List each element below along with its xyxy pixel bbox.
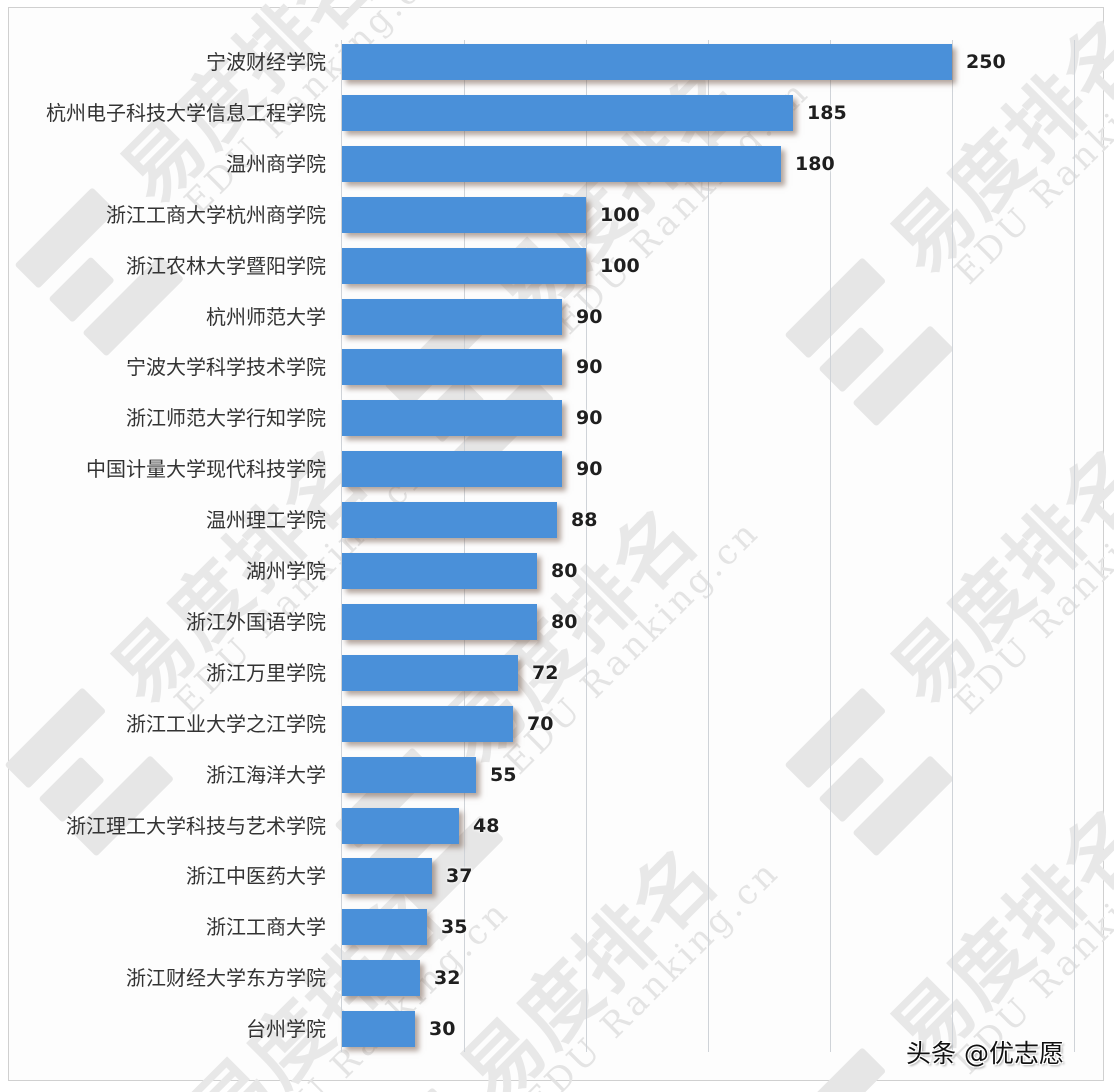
bar[interactable] — [342, 858, 432, 894]
bar-row: 浙江中医药大学 37 — [0, 858, 1114, 894]
bar[interactable] — [342, 44, 952, 80]
category-label: 宁波财经学院 — [206, 50, 326, 74]
bar-row: 杭州师范大学 90 — [0, 299, 1114, 335]
bar[interactable] — [342, 960, 420, 996]
bar[interactable] — [342, 604, 537, 640]
category-label: 浙江万里学院 — [206, 661, 326, 685]
category-label: 杭州师范大学 — [206, 305, 326, 329]
category-label: 浙江师范大学行知学院 — [126, 406, 326, 430]
bar-row: 中国计量大学现代科技学院 90 — [0, 451, 1114, 487]
bar-row: 浙江工商大学 35 — [0, 909, 1114, 945]
bar[interactable] — [342, 553, 537, 589]
bar[interactable] — [342, 95, 793, 131]
value-label: 180 — [795, 153, 835, 175]
value-label: 72 — [532, 662, 559, 684]
bar[interactable] — [342, 299, 562, 335]
bar[interactable] — [342, 197, 586, 233]
value-label: 32 — [434, 967, 461, 989]
bar[interactable] — [342, 655, 518, 691]
bar[interactable] — [342, 909, 427, 945]
gridline — [1074, 40, 1075, 1052]
bar-row: 宁波大学科学技术学院 90 — [0, 349, 1114, 385]
gridline — [464, 40, 465, 1052]
category-label: 湖州学院 — [246, 559, 326, 583]
value-label: 100 — [600, 204, 640, 226]
category-label: 浙江理工大学科技与艺术学院 — [66, 814, 326, 838]
category-label: 浙江工商大学 — [206, 915, 326, 939]
category-label: 温州商学院 — [226, 152, 326, 176]
bar[interactable] — [342, 706, 513, 742]
bar-row: 浙江工商大学杭州商学院 100 — [0, 197, 1114, 233]
chart-frame — [8, 7, 1104, 1081]
bar[interactable] — [342, 808, 459, 844]
bar-row: 浙江师范大学行知学院 90 — [0, 400, 1114, 436]
value-label: 250 — [966, 51, 1006, 73]
value-label: 100 — [600, 255, 640, 277]
bar[interactable] — [342, 349, 562, 385]
bar-row: 温州商学院 180 — [0, 146, 1114, 182]
bar[interactable] — [342, 400, 562, 436]
bar[interactable] — [342, 757, 476, 793]
bar[interactable] — [342, 502, 557, 538]
gridline — [952, 40, 953, 1052]
category-label: 温州理工学院 — [206, 508, 326, 532]
y-axis-line — [341, 40, 342, 1052]
bar-row: 浙江理工大学科技与艺术学院 48 — [0, 808, 1114, 844]
category-label: 浙江农林大学暨阳学院 — [126, 254, 326, 278]
value-label: 70 — [527, 713, 554, 735]
source-credit: 头条 @优志愿 — [906, 1039, 1064, 1068]
bar-row: 温州理工学院 88 — [0, 502, 1114, 538]
category-label: 台州学院 — [246, 1017, 326, 1041]
bar-row: 台州学院 30 — [0, 1011, 1114, 1047]
bar[interactable] — [342, 1011, 415, 1047]
gridline — [586, 40, 587, 1052]
bar[interactable] — [342, 451, 562, 487]
bar-row: 浙江外国语学院 80 — [0, 604, 1114, 640]
category-label: 浙江工业大学之江学院 — [126, 712, 326, 736]
value-label: 185 — [807, 102, 847, 124]
bar-row: 湖州学院 80 — [0, 553, 1114, 589]
bar-row: 浙江海洋大学 55 — [0, 757, 1114, 793]
gridline — [708, 40, 709, 1052]
category-label: 浙江海洋大学 — [206, 763, 326, 787]
bar[interactable] — [342, 146, 781, 182]
category-label: 浙江工商大学杭州商学院 — [106, 203, 326, 227]
value-label: 90 — [576, 407, 603, 429]
bar-row: 浙江工业大学之江学院 70 — [0, 706, 1114, 742]
category-label: 中国计量大学现代科技学院 — [86, 457, 326, 481]
value-label: 35 — [441, 916, 468, 938]
value-label: 80 — [551, 611, 578, 633]
bar-row: 浙江万里学院 72 — [0, 655, 1114, 691]
value-label: 30 — [429, 1018, 456, 1040]
value-label: 90 — [576, 306, 603, 328]
bar[interactable] — [342, 248, 586, 284]
value-label: 37 — [446, 865, 473, 887]
category-label: 浙江中医药大学 — [186, 864, 326, 888]
value-label: 55 — [490, 764, 517, 786]
category-label: 浙江外国语学院 — [186, 610, 326, 634]
value-label: 88 — [571, 509, 598, 531]
bar-row: 宁波财经学院 250 — [0, 44, 1114, 80]
value-label: 80 — [551, 560, 578, 582]
gridline — [830, 40, 831, 1052]
bar-row: 杭州电子科技大学信息工程学院 185 — [0, 95, 1114, 131]
bar-row: 浙江财经大学东方学院 32 — [0, 960, 1114, 996]
value-label: 90 — [576, 356, 603, 378]
category-label: 杭州电子科技大学信息工程学院 — [46, 101, 326, 125]
category-label: 浙江财经大学东方学院 — [126, 966, 326, 990]
watermark-logo-icon — [354, 1087, 457, 1092]
value-label: 90 — [576, 458, 603, 480]
value-label: 48 — [473, 815, 500, 837]
category-label: 宁波大学科学技术学院 — [126, 355, 326, 379]
bar-row: 浙江农林大学暨阳学院 100 — [0, 248, 1114, 284]
